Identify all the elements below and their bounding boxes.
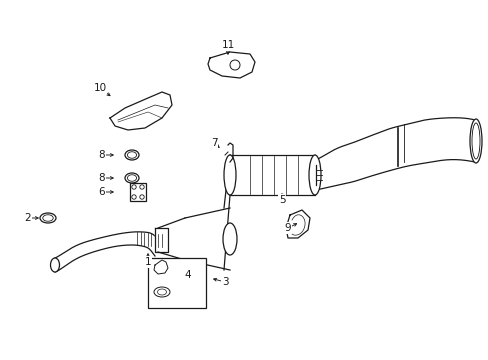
FancyBboxPatch shape — [148, 258, 205, 308]
Ellipse shape — [469, 119, 481, 163]
Text: 3: 3 — [221, 277, 228, 287]
Circle shape — [132, 195, 136, 199]
Polygon shape — [154, 260, 168, 274]
Text: 8: 8 — [99, 173, 105, 183]
Ellipse shape — [308, 155, 320, 195]
Text: 9: 9 — [284, 223, 291, 233]
Circle shape — [132, 185, 136, 189]
Ellipse shape — [224, 155, 236, 195]
Text: 11: 11 — [221, 40, 234, 50]
FancyBboxPatch shape — [130, 183, 146, 201]
Ellipse shape — [50, 258, 60, 272]
Text: 4: 4 — [184, 270, 191, 280]
Text: 1: 1 — [144, 257, 151, 267]
Text: 6: 6 — [99, 187, 105, 197]
Polygon shape — [155, 228, 168, 252]
Text: 8: 8 — [99, 150, 105, 160]
Text: 5: 5 — [278, 195, 285, 205]
Ellipse shape — [125, 150, 139, 160]
Polygon shape — [207, 52, 254, 78]
Text: 7: 7 — [210, 138, 217, 148]
Circle shape — [140, 195, 144, 199]
Polygon shape — [110, 92, 172, 130]
Text: 10: 10 — [93, 83, 106, 93]
Ellipse shape — [125, 173, 139, 183]
Text: 2: 2 — [24, 213, 31, 223]
Ellipse shape — [40, 213, 56, 223]
Ellipse shape — [223, 223, 237, 255]
Ellipse shape — [154, 287, 170, 297]
Circle shape — [140, 185, 144, 189]
Polygon shape — [285, 210, 309, 238]
